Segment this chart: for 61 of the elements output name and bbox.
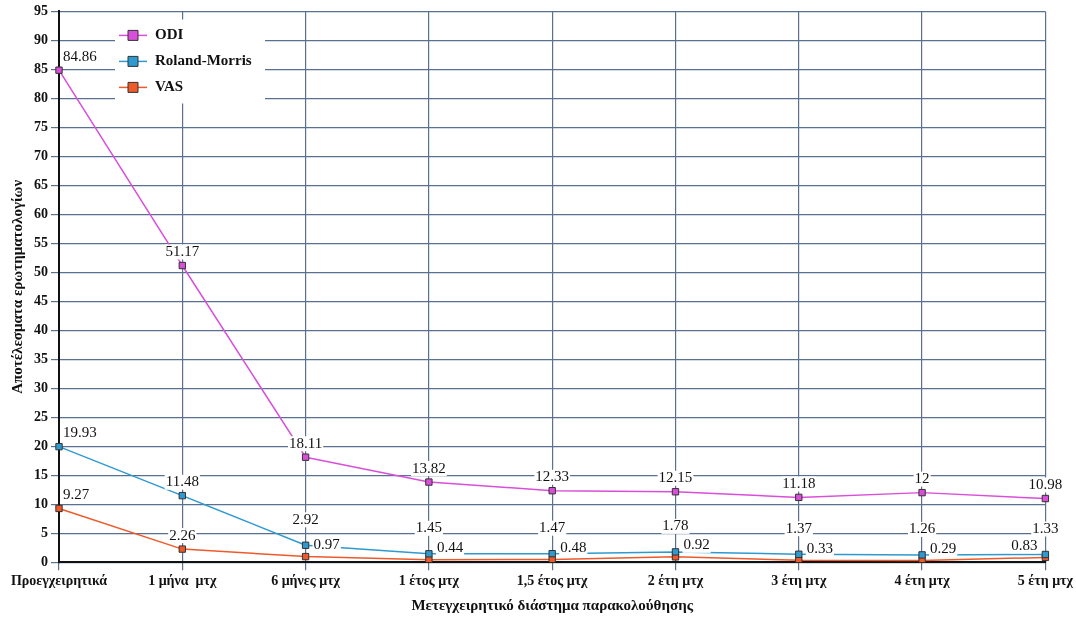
- y-tick-label: 75: [34, 118, 48, 134]
- x-tick-label: Προεγχειρητικά: [10, 573, 108, 589]
- data-label: 1.26: [908, 520, 936, 537]
- data-label: 1.33: [1032, 519, 1059, 536]
- y-tick-label: 20: [34, 437, 48, 453]
- data-label: 1.37: [785, 519, 813, 536]
- x-tick-label: 3 έτη μτχ: [771, 573, 827, 589]
- y-tick-label: 95: [34, 3, 48, 19]
- y-tick-label: 90: [34, 32, 48, 47]
- y-tick-label: 25: [34, 408, 48, 424]
- y-tick-label: 60: [34, 205, 48, 221]
- data-label: 13.82: [412, 459, 446, 476]
- data-label: 84.86: [63, 47, 98, 64]
- data-label: 0.48: [560, 538, 587, 555]
- x-tick-label: 1 έτος μτχ: [398, 573, 460, 589]
- y-tick-label: 55: [34, 234, 48, 250]
- data-label: 0.29: [930, 539, 957, 556]
- data-label: 51.17: [165, 242, 200, 259]
- data-label: 11.48: [165, 473, 199, 490]
- y-tick-label: 80: [34, 89, 48, 105]
- data-label: 0.33: [806, 539, 834, 556]
- data-label: 19.93: [63, 424, 97, 441]
- y-tick-label: 70: [34, 147, 48, 163]
- data-label: 9.27: [63, 485, 90, 502]
- data-label: 1.78: [662, 517, 689, 534]
- data-label: 11.18: [782, 474, 816, 491]
- legend-label: Roland-Morris: [155, 52, 252, 69]
- x-tick-label: 4 έτη μτχ: [894, 573, 951, 589]
- y-tick-label: 5: [41, 524, 48, 540]
- data-label: 1.45: [415, 519, 443, 536]
- y-tick-label: 35: [34, 350, 48, 366]
- data-label: 2.26: [169, 526, 196, 543]
- y-tick-label: 15: [34, 466, 48, 482]
- data-label: 0.92: [683, 536, 710, 553]
- y-tick-label: 45: [34, 292, 48, 308]
- data-label: 12.15: [658, 469, 693, 486]
- data-label: 18.11: [288, 434, 323, 451]
- data-label: 0.97: [313, 536, 341, 553]
- y-tick-label: 10: [34, 495, 48, 511]
- y-tick-label: 65: [34, 176, 48, 192]
- data-label: 2.92: [292, 510, 319, 527]
- y-tick-label: 30: [34, 379, 48, 395]
- y-axis-title: Αποτέλεσματα ερωτηματολογίων: [8, 179, 25, 394]
- x-tick-label: 1 μήνα μτχ: [148, 573, 217, 589]
- x-tick-label: 6 μήνες μτχ: [271, 573, 341, 589]
- y-tick-label: 40: [34, 321, 48, 337]
- legend-label: ODI: [155, 26, 184, 43]
- y-tick-label: 50: [34, 263, 48, 279]
- x-axis-title: Μετεγχειρητικό διάστημα παρακολούθησης: [411, 596, 694, 613]
- data-label: 10.98: [1028, 475, 1063, 492]
- legend-label: VAS: [155, 78, 184, 95]
- y-tick-label: 85: [34, 60, 48, 76]
- x-tick-label: 5 έτη μτχ: [1017, 573, 1074, 589]
- data-label: 12.33: [535, 468, 570, 485]
- data-label: 0.83: [1011, 536, 1038, 553]
- data-label: 0.44: [436, 539, 464, 556]
- y-tick-label: 0: [41, 553, 48, 569]
- data-label: 1.47: [539, 519, 566, 536]
- data-label: 12: [914, 470, 930, 487]
- x-tick-label: 2 έτη μτχ: [647, 573, 704, 589]
- x-tick-label: 1,5 έτος μτχ: [516, 573, 589, 589]
